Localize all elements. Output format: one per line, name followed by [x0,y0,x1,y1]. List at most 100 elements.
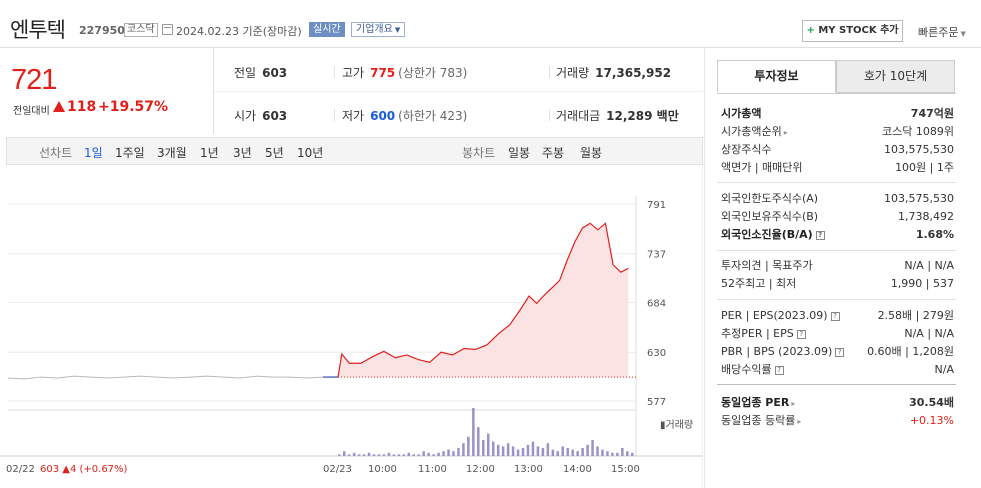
realtime-button[interactable]: 실시간 [309,22,345,37]
info-value: 1,990 | 537 [890,277,954,290]
price-change-percent: +19.57% [98,99,169,115]
tab-daily[interactable]: 일봉 [508,146,531,160]
info-key-text: 투자의견 | 목표주가 [721,259,813,272]
help-icon[interactable]: ? [815,230,825,240]
tab-monthly[interactable]: 월봉 [580,146,603,160]
company-overview-dropdown[interactable]: 기업개요 ▼ [351,22,406,37]
info-key-text: 동일업종 PER [721,396,790,409]
chevron-down-icon: ▼ [960,30,966,38]
stat-value: 603 [262,109,288,123]
tab-1y[interactable]: 1년 [200,146,219,160]
volume-bar [501,446,505,456]
stat-label: 거래대금 [556,109,601,123]
volume-bar [626,451,629,456]
compare-label: 전일대비 [13,106,50,117]
price-stats: 전일 603 고가 775 (상한가 783) 거래량 17,365,952 시가 603… [214,48,703,134]
help-icon[interactable]: ? [830,311,840,321]
divider [549,109,550,121]
info-key-text: 시가총액순위 [721,125,782,138]
info-key-text: 52주최고 | 최저 [721,277,797,290]
volume-bar [362,454,366,456]
info-key-text: 외국인보유주식수(B) [721,210,819,223]
info-key-text: 상장주식수 [721,143,772,156]
tab-invest-info[interactable]: 투자정보 [717,60,836,93]
volume-bar [352,452,356,456]
divider [334,66,335,78]
info-row: 동일업종 등락률 ▸ +0.13% [721,413,954,429]
info-key-text: 외국인소진율(B/A) [721,228,813,241]
x-tick-label: 14:00 [563,464,592,475]
help-icon[interactable]: ? [796,329,806,339]
volume-bar [467,436,470,456]
tab-order-book[interactable]: 호가 10단계 [836,60,955,93]
help-icon[interactable]: ? [774,365,784,375]
tab-10y[interactable]: 10년 [297,146,324,160]
info-row: 투자의견 | 목표주가 N/A | N/A [721,258,954,274]
stat-low: 저가 600 (하한가 423) [342,107,467,124]
tab-weekly[interactable]: 주봉 [542,146,565,160]
tab-1w[interactable]: 1주일 [115,146,145,160]
info-key-text: 액면가 | 매매단위 [721,161,803,174]
volume-bar [487,433,490,456]
info-value: 코스닥 1089위 [882,125,954,138]
prev-day-line [7,375,338,380]
info-value: 30.54배 [909,396,954,409]
y-tick-label: 630 [647,348,666,359]
volume-bar [442,451,445,456]
stat-value: 775 [370,66,396,80]
y-tick-label: 577 [647,397,666,408]
my-stock-add-button[interactable]: + MY STOCK 추가 [802,20,903,42]
tab-3m[interactable]: 3개월 [157,146,187,160]
up-triangle-icon [53,101,65,112]
stat-prev-close: 전일 603 [234,64,287,81]
volume-bar [511,446,515,456]
stat-value: 600 [370,109,396,123]
chart-period-tabs: 선차트 1일 1주일 3개월 1년 3년 5년 10년 봉차트 일봉 주봉 월봉 [6,137,703,165]
calendar-icon [162,24,173,35]
prev-day-price-line [7,375,324,380]
stat-label: 시가 [234,109,257,123]
stat-label: 고가 [342,66,365,80]
info-key-text: PBR | BPS (2023.09) [721,345,833,358]
stat-volume: 거래량 17,365,952 [556,64,671,81]
price-change: 118 [67,99,97,115]
info-key[interactable]: 시가총액순위 ▸ [721,124,788,141]
volume-bar [601,449,604,456]
tab-3y[interactable]: 3년 [233,146,252,160]
chart-notes: ▮거래량 603 ▲4 (+0.67%) [40,419,693,475]
info-key[interactable]: 동일업종 등락률 ▸ [721,413,801,430]
volume-bar [631,452,634,456]
info-key: PER | EPS(2023.09)? [721,308,840,324]
stat-open: 시가 603 [234,107,287,124]
info-value: 1,738,492 [898,210,954,223]
volume-bar [526,444,530,456]
help-icon[interactable]: ? [835,347,845,357]
info-key: 배당수익률? [721,362,784,378]
info-key-text: PER | EPS(2023.09) [721,309,828,322]
volume-bar [561,446,564,456]
chevron-down-icon: ▼ [394,26,401,34]
quick-order-dropdown[interactable]: 빠른주문 ▼ [918,24,966,40]
chevron-right-icon: ▸ [797,417,802,426]
stat-label: 전일 [234,66,257,80]
info-value: 0.60배 | 1,208원 [867,345,954,358]
volume-bar [482,440,485,456]
stock-code: 227950 [79,24,125,37]
chart-grid [0,166,703,488]
volume-bar [397,454,401,456]
info-key[interactable]: 동일업종 PER ▸ [721,395,795,412]
volume-bar [427,452,430,456]
info-key: 액면가 | 매매단위 [721,160,803,176]
volume-bar [462,443,465,456]
volume-bar [576,451,579,456]
volume-bar [338,454,341,456]
price-chart[interactable]: 791 737 684 630 577 02/22 02/23 10:00 11:00 12:0… [0,166,703,488]
volume-bar [357,454,361,456]
volume-bar [491,441,495,456]
tab-1d[interactable]: 1일 [84,146,103,160]
x-tick-label: 13:00 [514,464,543,475]
volume-bar [596,446,599,456]
volume-bar [347,454,351,456]
info-row: 추정PER | EPS? N/A | N/A [721,326,954,342]
tab-5y[interactable]: 5년 [265,146,284,160]
